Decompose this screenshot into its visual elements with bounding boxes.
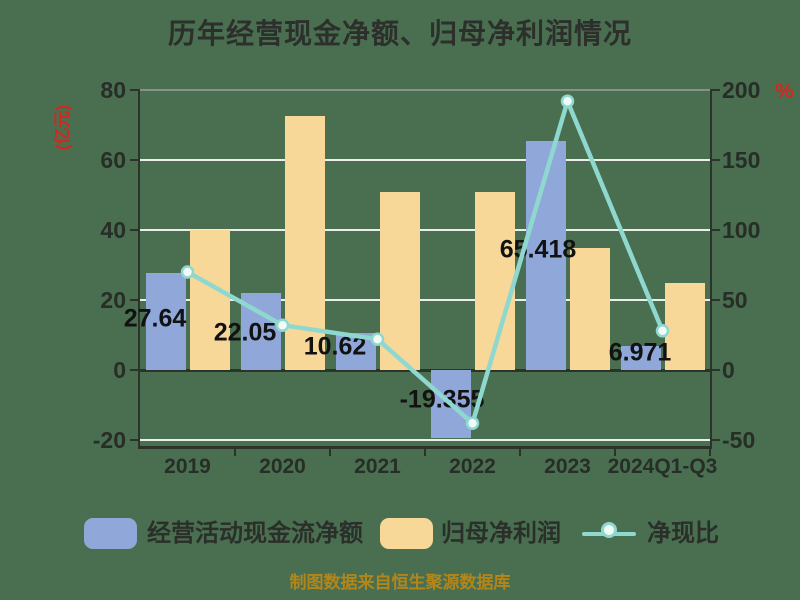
left-tick-mark (130, 299, 140, 301)
x-tick-mark (424, 447, 426, 456)
x-tick-mark (329, 447, 331, 456)
left-tick-label: 80 (100, 77, 126, 103)
right-tick-mark (710, 229, 720, 231)
x-category-label: 2022 (449, 455, 496, 478)
left-axis-line (138, 90, 140, 447)
right-tick-mark (710, 89, 720, 91)
left-tick-label: 0 (113, 357, 126, 383)
bar-value-label: 22.05 (213, 318, 277, 347)
bar-value-label: 27.64 (123, 304, 187, 333)
x-category-label: 2020 (259, 455, 306, 478)
right-tick-label: -50 (722, 427, 756, 453)
bar-value-label: 65.418 (499, 235, 577, 264)
legend-swatch-net-profit (380, 518, 433, 549)
x-category-label: 2019 (164, 455, 211, 478)
bar-value-label: 6.971 (608, 338, 672, 367)
bar-net-profit (379, 191, 420, 370)
left-axis-unit-label: (亿元) (53, 104, 73, 151)
bar-net-profit (569, 247, 610, 370)
chart-title: 历年经营现金净额、归母净利润情况 (167, 18, 632, 49)
right-tick-label: 50 (722, 287, 748, 313)
x-tick-mark (234, 447, 236, 456)
right-tick-label: 200 (722, 77, 761, 103)
right-tick-mark (710, 439, 720, 441)
right-tick-label: 150 (722, 147, 761, 173)
x-category-label: 2024Q1-Q3 (607, 455, 718, 478)
right-tick-label: 0 (722, 357, 735, 383)
right-axis-line (710, 90, 712, 447)
bar-value-label: 10.62 (303, 332, 367, 361)
legend-swatch-operating-cash (84, 518, 137, 549)
right-tick-mark (710, 159, 720, 161)
left-tick-mark (130, 89, 140, 91)
legend-label-ratio: 净现比 (647, 520, 719, 547)
bar-net-profit (189, 230, 230, 370)
ratio-line-marker (560, 94, 575, 108)
x-tick-mark (519, 447, 521, 456)
x-tick-mark (709, 447, 711, 456)
gridline (140, 439, 710, 441)
x-tick-mark (614, 447, 616, 456)
bar-operating-cash (145, 273, 186, 370)
left-tick-label: 40 (100, 217, 126, 243)
x-category-label: 2021 (354, 455, 401, 478)
left-tick-label: 60 (100, 147, 126, 173)
x-category-label: 2023 (544, 455, 591, 478)
gridline (140, 159, 710, 161)
left-tick-mark (130, 229, 140, 231)
right-tick-label: 100 (722, 217, 761, 243)
right-tick-mark (710, 299, 720, 301)
legend-line-marker-icon (601, 522, 617, 538)
right-axis-unit-label: % (775, 80, 794, 103)
gridline (140, 89, 710, 91)
legend: 经营活动现金流净额 归母净利润 净现比 (0, 512, 800, 556)
bar-net-profit (474, 191, 515, 370)
legend-label-net-profit: 归母净利润 (441, 520, 561, 547)
left-tick-mark (130, 369, 140, 371)
right-tick-mark (710, 369, 720, 371)
left-tick-label: -20 (92, 427, 126, 453)
data-source-caption: 制图数据来自恒生聚源数据库 (289, 573, 511, 592)
left-tick-label: 20 (100, 287, 126, 313)
bar-value-label: -19.355 (399, 385, 485, 414)
left-tick-mark (130, 159, 140, 161)
bar-net-profit (664, 282, 705, 370)
legend-label-operating-cash: 经营活动现金流净额 (147, 520, 363, 547)
left-tick-mark (130, 439, 140, 441)
